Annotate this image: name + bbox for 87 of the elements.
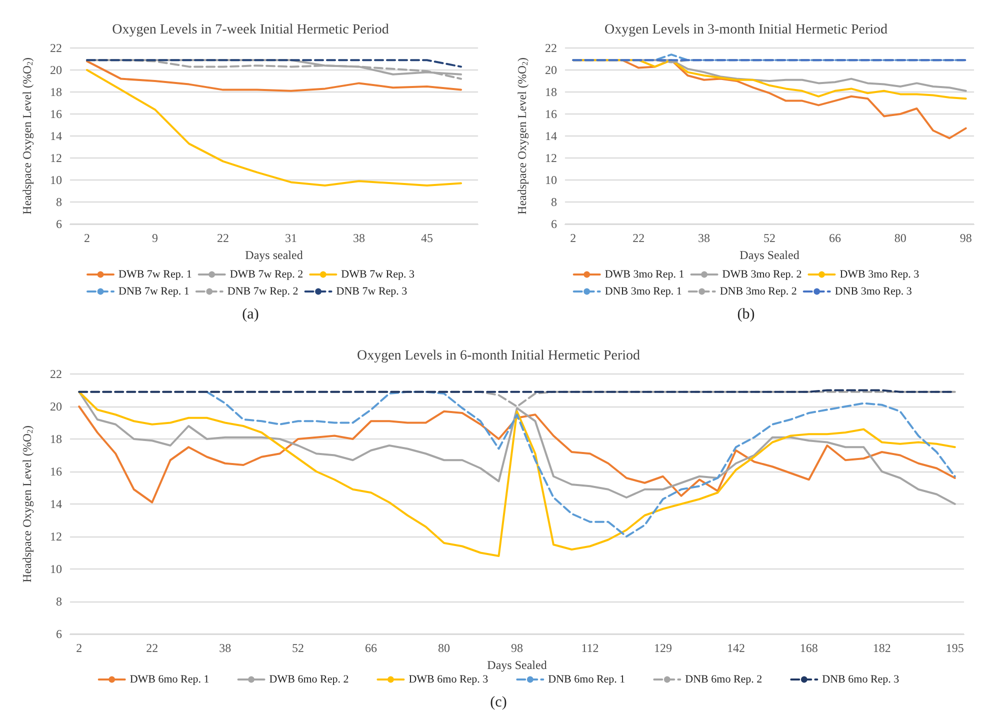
y-tick-label: 12	[545, 151, 557, 165]
y-tick-label: 22	[50, 367, 62, 381]
legend-label: DWB 3mo Rep. 2	[722, 268, 802, 280]
y-tick-label: 14	[50, 129, 62, 143]
y-tick-label: 8	[56, 195, 62, 209]
x-tick-label: 38	[353, 231, 365, 245]
y-axis-title: Headspace Oxygen Level (%O2)	[20, 426, 34, 582]
legend-label: DWB 3mo Rep. 1	[604, 268, 684, 280]
y-tick-label: 6	[56, 217, 62, 231]
x-tick-label: 195	[946, 641, 964, 655]
y-tick-label: 14	[545, 129, 557, 143]
y-tick-label: 16	[545, 107, 557, 121]
line-series	[86, 60, 462, 92]
y-tick-label: 10	[50, 173, 62, 187]
legend-label: DNB 3mo Rep. 2	[720, 286, 797, 298]
text: (b)	[737, 306, 755, 322]
x-tick-label: 31	[285, 231, 297, 245]
line-series	[206, 390, 956, 538]
y-tick-label: 18	[50, 85, 62, 99]
x-tick-label: 129	[654, 641, 672, 655]
line-series	[78, 390, 956, 557]
legend-label: DNB 6mo Rep. 3	[822, 674, 900, 686]
y-tick-label: 20	[50, 400, 62, 414]
y-tick-label: 12	[50, 151, 62, 165]
y-tick-label: 8	[56, 594, 62, 608]
y-tick-label: 10	[545, 173, 557, 187]
x-tick-label: 142	[726, 641, 745, 655]
legend-label: DWB 6mo Rep. 2	[269, 674, 349, 686]
legend-label: DWB 7w Rep. 3	[341, 268, 415, 280]
x-tick-label: 45	[421, 231, 433, 245]
x-tick-label: 182	[872, 641, 891, 655]
x-tick-label: 66	[365, 641, 378, 655]
y-tick-label: 18	[50, 432, 62, 446]
y-axis-title: Headspace Oxygen Level (%O2)	[515, 58, 530, 214]
x-tick-label: 66	[828, 231, 841, 245]
legend-label: DWB 7w Rep. 2	[230, 268, 304, 280]
legend-label: DNB 3mo Rep. 3	[834, 286, 912, 298]
legend-label: DWB 6mo Rep. 1	[130, 674, 210, 686]
x-tick-label: 112	[581, 641, 599, 655]
y-tick-label: 22	[50, 41, 62, 55]
y-tick-label: 10	[50, 562, 62, 576]
x-axis-title: Days sealed	[245, 248, 303, 262]
x-axis-title: Days Sealed	[740, 248, 800, 262]
legend-label: DWB 7w Rep. 1	[118, 268, 192, 280]
chart-title: Oxygen Levels in 6-month Initial Hermetic Period	[356, 348, 640, 364]
x-tick-label: 38	[698, 231, 710, 245]
x-tick-label: 2	[84, 231, 90, 245]
chart-title: Oxygen Levels in 7-week Initial Hermetic Period	[112, 22, 389, 38]
x-tick-label: 38	[219, 641, 232, 655]
legend-label: DNB 6mo Rep. 1	[548, 674, 626, 686]
x-tick-label: 2	[76, 641, 82, 655]
y-axis-title: Headspace Oxygen Level (%O2)	[20, 58, 34, 214]
x-tick-label: 22	[217, 231, 229, 245]
x-tick-label: 2	[570, 231, 576, 245]
y-tick-label: 6	[56, 627, 62, 641]
x-tick-label: 80	[894, 231, 906, 245]
y-tick-label: 16	[50, 464, 62, 478]
y-tick-label: 12	[50, 530, 62, 544]
y-tick-label: 18	[545, 85, 557, 99]
y-tick-label: 14	[50, 497, 62, 511]
y-tick-label: 20	[50, 63, 62, 77]
legend-label: DNB 7w Rep. 2	[227, 286, 298, 298]
x-tick-label: 22	[632, 231, 645, 245]
x-tick-label: 98	[511, 641, 523, 655]
text: (a)	[242, 306, 259, 322]
x-tick-label: 80	[438, 641, 450, 655]
x-tick-label: 168	[800, 641, 818, 655]
legend-label: DNB 3mo Rep. 1	[604, 286, 682, 298]
x-tick-label: 52	[292, 641, 304, 655]
legend-label: DNB 7w Rep. 3	[336, 286, 408, 298]
legend-label: DNB 7w Rep. 1	[118, 286, 190, 298]
legend-label: DWB 3mo Rep. 3	[840, 268, 920, 280]
x-tick-label: 52	[764, 231, 776, 245]
y-tick-label: 20	[545, 63, 557, 77]
y-tick-label: 6	[551, 217, 557, 231]
legend-label: DNB 6mo Rep. 2	[685, 674, 762, 686]
chart-title: Oxygen Levels in 3-month Initial Hermetic Period	[604, 22, 888, 38]
line-series	[86, 69, 462, 186]
text: (c)	[490, 694, 507, 710]
y-tick-label: 22	[545, 41, 557, 55]
y-tick-label: 16	[50, 107, 62, 121]
x-tick-label: 98	[960, 231, 972, 245]
x-tick-label: 9	[152, 231, 158, 245]
x-tick-label: 22	[146, 641, 158, 655]
y-tick-label: 8	[551, 195, 557, 209]
x-axis-title: Days Sealed	[487, 658, 547, 672]
legend-label: DWB 6mo Rep. 3	[408, 674, 489, 686]
